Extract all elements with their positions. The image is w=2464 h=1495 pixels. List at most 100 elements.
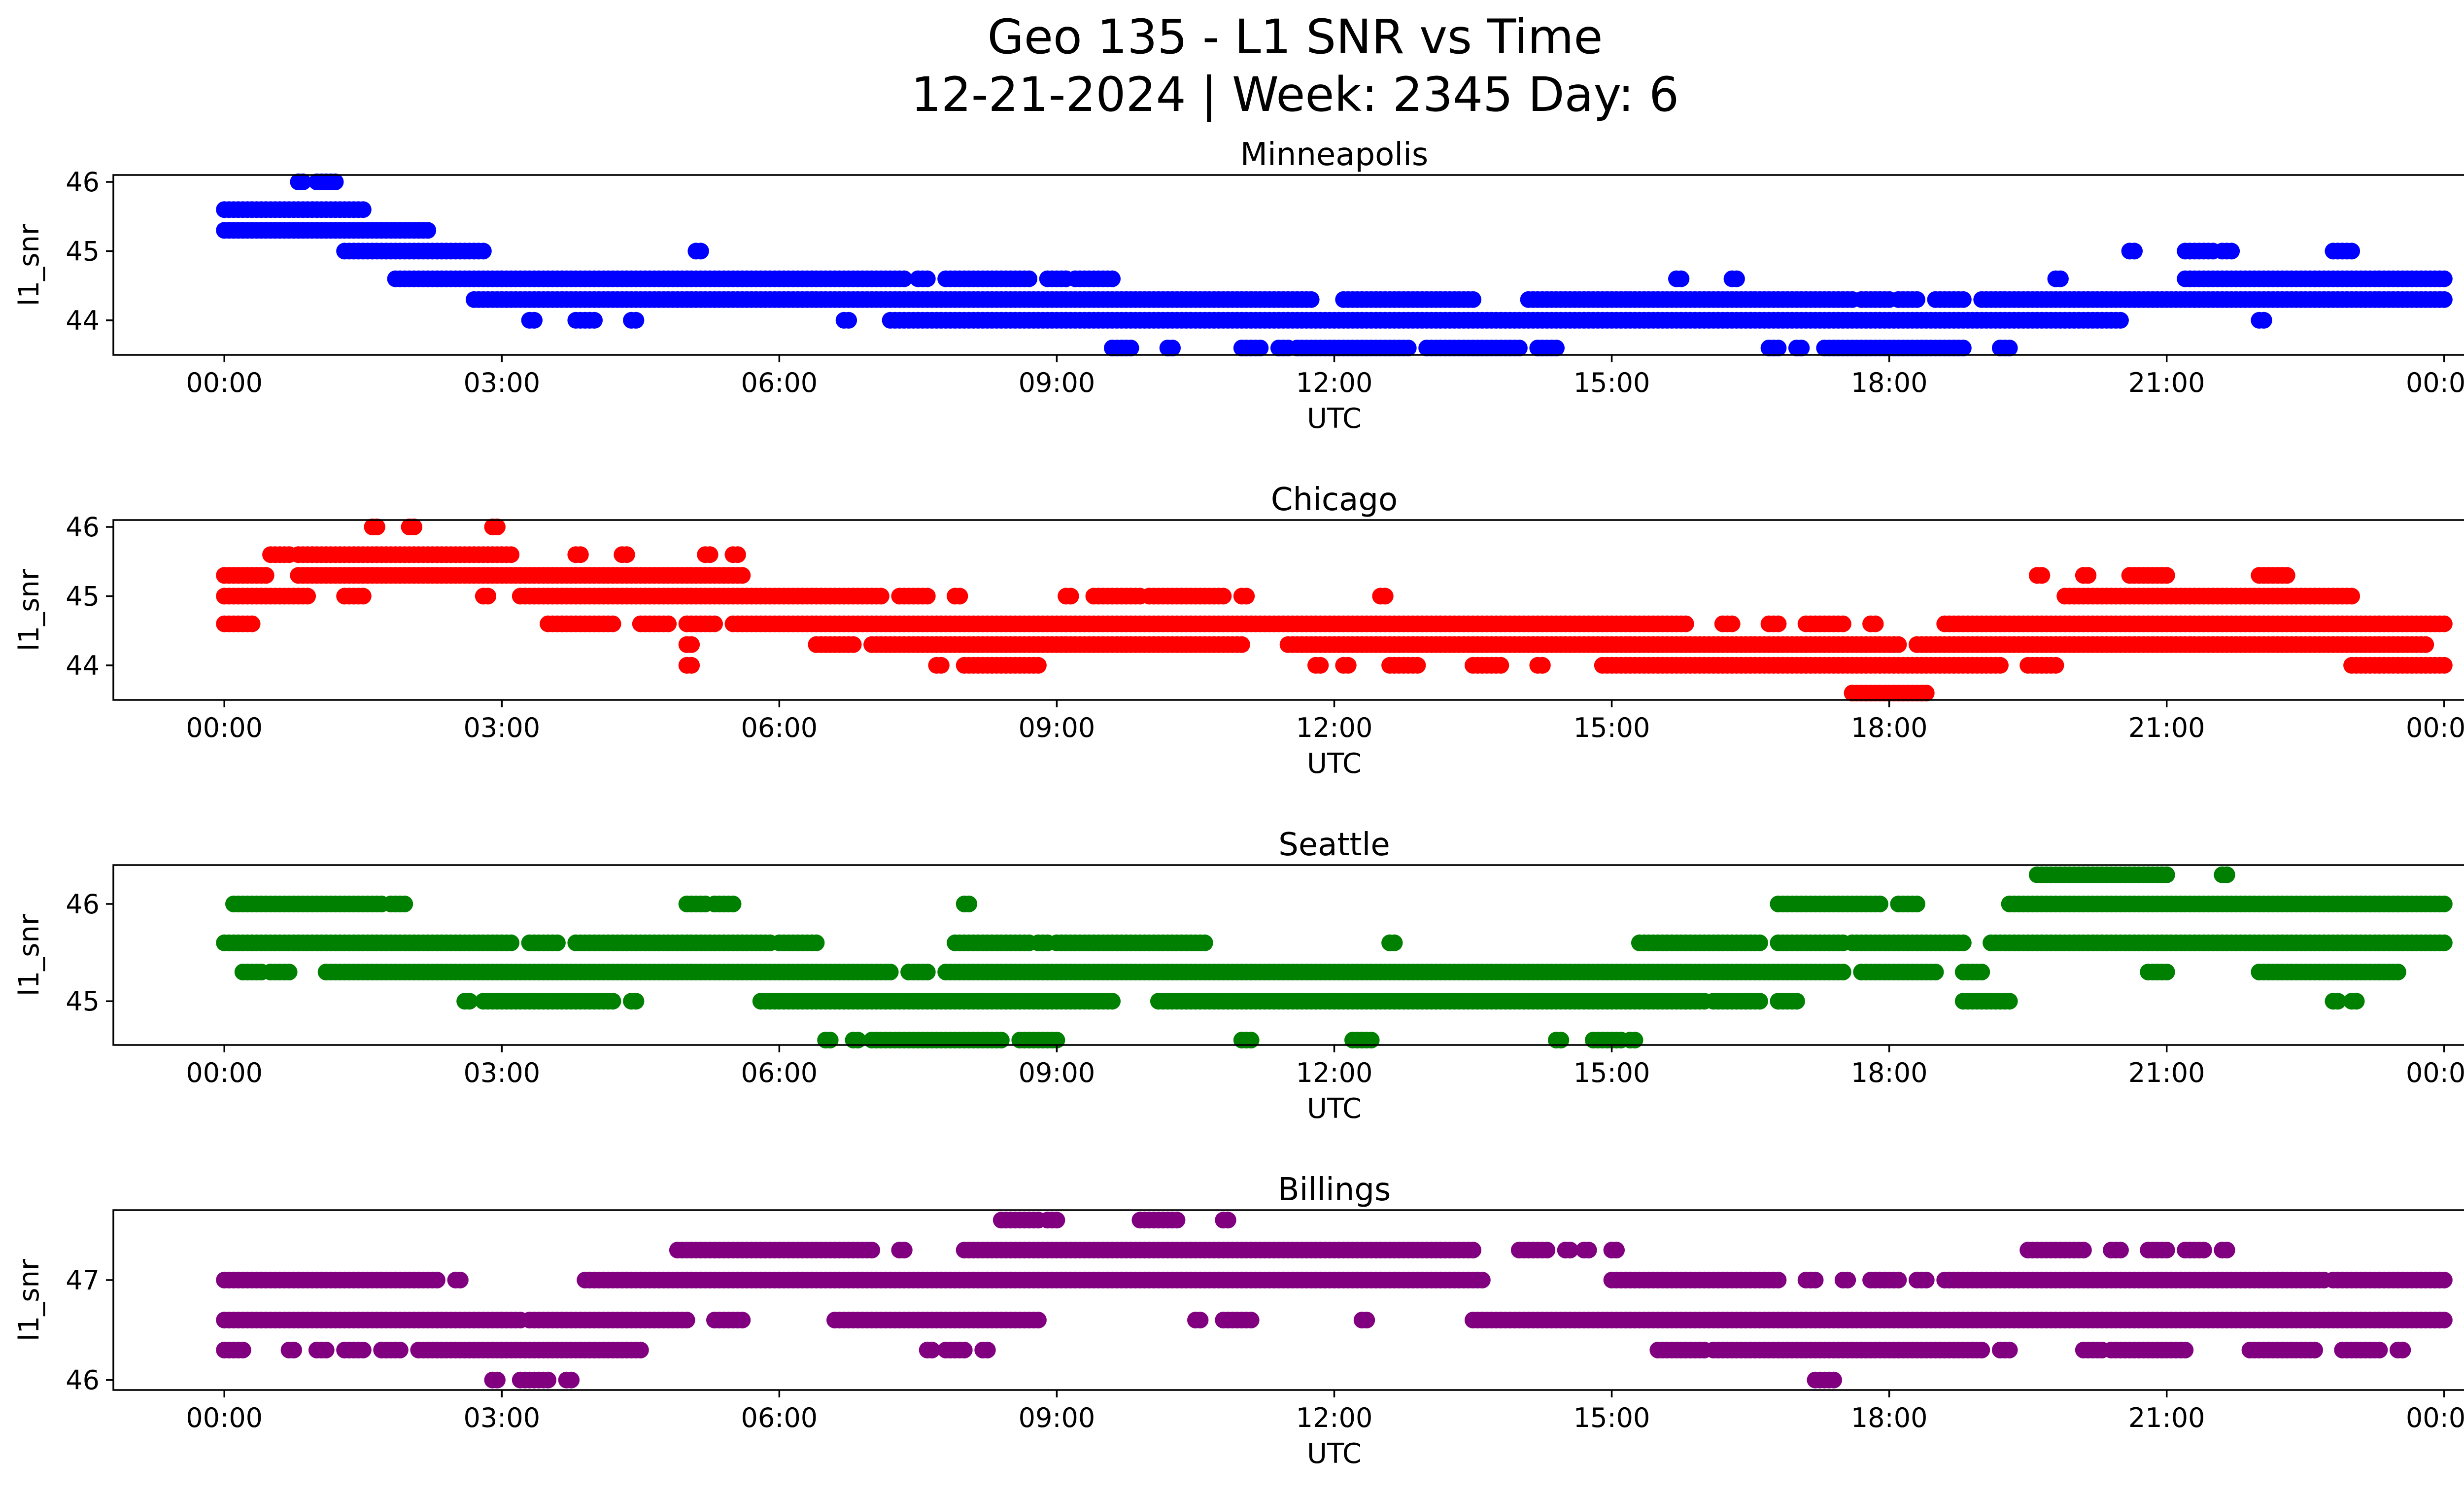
- data-point: [1104, 270, 1121, 287]
- data-point: [1510, 340, 1528, 356]
- panel-seattle-points: [216, 866, 2453, 1049]
- data-point: [1164, 340, 1181, 356]
- data-point: [406, 519, 422, 535]
- panel-billings-title: Billings: [1278, 1172, 1391, 1208]
- x-tick-label: 00:00: [2406, 1057, 2464, 1088]
- data-point: [2343, 588, 2361, 605]
- data-point: [692, 243, 709, 260]
- x-tick-label: 00:00: [186, 712, 263, 743]
- data-point: [1751, 993, 1768, 1010]
- data-point: [2047, 657, 2064, 674]
- x-tick-label: 18:00: [1851, 1057, 1928, 1088]
- data-point: [2255, 312, 2272, 329]
- data-point: [2278, 567, 2295, 584]
- data-point: [2158, 866, 2175, 883]
- data-point: [503, 934, 520, 951]
- data-point: [1728, 270, 1745, 287]
- data-point: [2075, 1242, 2092, 1259]
- data-point: [1029, 1312, 1047, 1329]
- y-tick-label: 44: [66, 305, 100, 336]
- data-point: [1376, 588, 1394, 605]
- data-point: [919, 964, 936, 980]
- data-point: [992, 1032, 1010, 1049]
- data-point: [1465, 291, 1481, 308]
- x-tick-label: 06:00: [741, 1057, 818, 1088]
- x-tick-label: 06:00: [741, 1402, 818, 1433]
- data-point: [1233, 636, 1250, 653]
- data-point: [683, 657, 700, 674]
- data-point: [604, 615, 621, 632]
- data-point: [2052, 270, 2069, 287]
- data-point: [1219, 1212, 1236, 1229]
- data-point: [2033, 567, 2051, 584]
- data-point: [2158, 964, 2175, 980]
- data-point: [2218, 1242, 2235, 1259]
- data-point: [1302, 291, 1320, 308]
- x-tick-label: 03:00: [463, 1057, 540, 1088]
- x-tick-label: 09:00: [1019, 1402, 1095, 1433]
- data-point: [2435, 1271, 2453, 1288]
- data-point: [1954, 340, 1972, 356]
- data-point: [604, 993, 621, 1010]
- data-point: [845, 636, 862, 653]
- data-point: [706, 615, 723, 632]
- y-tick-label: 46: [66, 167, 100, 198]
- x-tick-label: 00:00: [186, 1402, 263, 1433]
- data-point: [895, 270, 913, 287]
- data-point: [1386, 934, 1403, 951]
- figure-title-line1: Geo 135 - L1 SNR vs Time: [988, 9, 1603, 65]
- data-point: [488, 1371, 506, 1389]
- data-point: [2348, 993, 2365, 1010]
- data-point: [479, 588, 497, 605]
- data-point: [2001, 993, 2018, 1010]
- data-point: [2435, 895, 2453, 912]
- data-point: [2306, 1341, 2323, 1358]
- data-point: [1562, 1242, 1579, 1259]
- data-point: [1890, 1271, 1907, 1288]
- data-point: [280, 964, 298, 980]
- y-tick-label: 45: [66, 236, 100, 267]
- x-tick-label: 06:00: [741, 367, 818, 398]
- data-point: [526, 312, 543, 329]
- panel-seattle-ylabel: l1_snr: [13, 913, 45, 996]
- data-point: [1807, 1271, 1824, 1288]
- x-tick-label: 15:00: [1574, 712, 1650, 743]
- data-point: [2435, 934, 2453, 951]
- data-point: [1021, 270, 1038, 287]
- data-point: [932, 657, 950, 674]
- data-point: [1770, 340, 1787, 356]
- data-point: [660, 615, 677, 632]
- data-point: [1834, 964, 1851, 980]
- data-point: [808, 934, 825, 951]
- data-point: [354, 588, 372, 605]
- data-point: [368, 519, 385, 535]
- data-point: [1871, 895, 1888, 912]
- data-point: [354, 1341, 372, 1358]
- x-tick-label: 00:00: [186, 367, 263, 398]
- data-point: [1770, 1271, 1787, 1288]
- data-point: [2371, 1341, 2388, 1358]
- data-point: [2435, 270, 2453, 287]
- data-point: [1580, 1242, 1597, 1259]
- data-point: [317, 1341, 335, 1358]
- data-point: [2126, 243, 2143, 260]
- data-point: [1534, 657, 1551, 674]
- data-point: [1751, 934, 1768, 951]
- data-point: [1954, 934, 1972, 951]
- data-point: [895, 1242, 913, 1259]
- panel-minneapolis-title: Minneapolis: [1240, 137, 1428, 173]
- data-point: [1168, 1212, 1186, 1229]
- data-point: [734, 567, 751, 584]
- panel-minneapolis-points: [216, 174, 2453, 356]
- x-tick-label: 03:00: [463, 1402, 540, 1433]
- panel-minneapolis-xlabel: UTC: [1307, 403, 1362, 435]
- data-point: [1104, 993, 1121, 1010]
- data-point: [1548, 340, 1565, 356]
- data-point: [2223, 243, 2240, 260]
- x-tick-label: 00:00: [186, 1057, 263, 1088]
- data-point: [951, 588, 968, 605]
- x-tick-label: 00:00: [2406, 712, 2464, 743]
- data-point: [1339, 657, 1357, 674]
